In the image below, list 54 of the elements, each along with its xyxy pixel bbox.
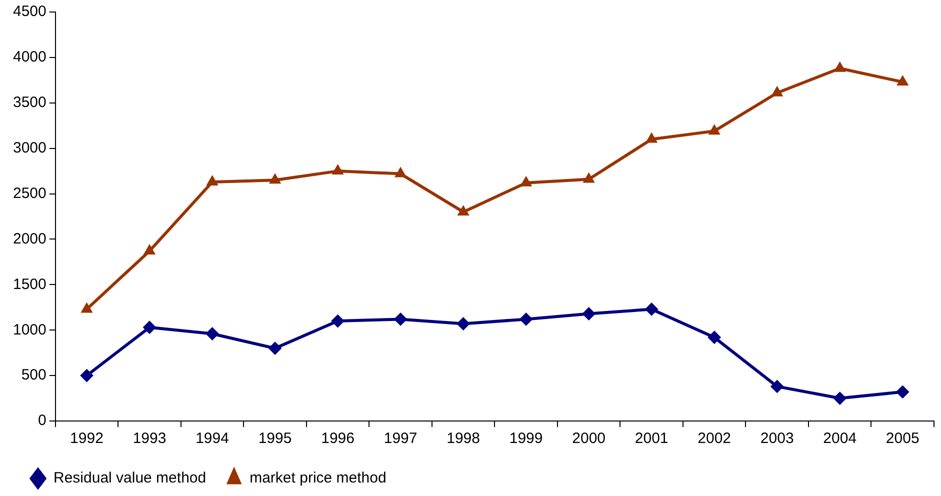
x-tick-label: 2004 — [823, 430, 857, 448]
point — [81, 302, 92, 313]
point — [583, 172, 595, 183]
x-tick-label: 2001 — [634, 430, 668, 448]
point — [771, 86, 783, 96]
y-tick-label: 3500 — [12, 94, 46, 112]
y-tick-label: 3000 — [12, 139, 46, 156]
point — [770, 380, 784, 393]
x-tick-label: 1999 — [509, 430, 543, 448]
point — [394, 167, 406, 178]
legend-label: market price method — [250, 470, 386, 487]
point — [144, 244, 156, 255]
point — [331, 314, 344, 328]
point — [143, 320, 156, 334]
point — [206, 327, 219, 340]
x-tick-label: 2002 — [698, 430, 732, 448]
y-tick-label: 2000 — [12, 230, 46, 248]
point — [896, 385, 910, 398]
x-tick-label: 2005 — [886, 430, 920, 448]
point — [268, 342, 282, 355]
point — [896, 75, 908, 86]
y-tick-label: 1500 — [12, 276, 46, 293]
point — [332, 164, 344, 175]
point — [520, 176, 532, 186]
y-tick-label: 0 — [38, 412, 46, 430]
point — [708, 124, 720, 135]
point — [458, 205, 469, 216]
y-tick-label: 4500 — [12, 3, 46, 20]
x-tick-label: 1992 — [70, 430, 104, 448]
x-tick-label: 1996 — [321, 430, 354, 448]
y-tick-label: 4000 — [12, 48, 46, 66]
point — [456, 317, 470, 330]
legend-label: Residual value method — [54, 470, 206, 487]
point — [394, 312, 408, 326]
x-tick-label: 1994 — [196, 430, 229, 448]
point — [834, 62, 846, 72]
point — [833, 392, 846, 405]
point — [206, 175, 218, 186]
x-tick-label: 1998 — [446, 430, 480, 448]
y-tick-label: 2500 — [12, 184, 46, 202]
x-tick-label: 1993 — [132, 430, 166, 448]
y-tick-label: 500 — [21, 366, 46, 384]
x-tick-label: 1995 — [258, 430, 292, 448]
point — [80, 369, 94, 382]
x-tick-label: 1997 — [384, 430, 418, 448]
x-tick-label: 2003 — [760, 430, 794, 448]
point — [645, 302, 658, 316]
point — [708, 330, 721, 344]
x-tick-label: 2000 — [572, 430, 606, 448]
point — [646, 132, 658, 143]
point — [582, 307, 596, 320]
y-tick-label: 1000 — [12, 321, 46, 338]
point — [269, 174, 281, 184]
point — [520, 312, 533, 326]
